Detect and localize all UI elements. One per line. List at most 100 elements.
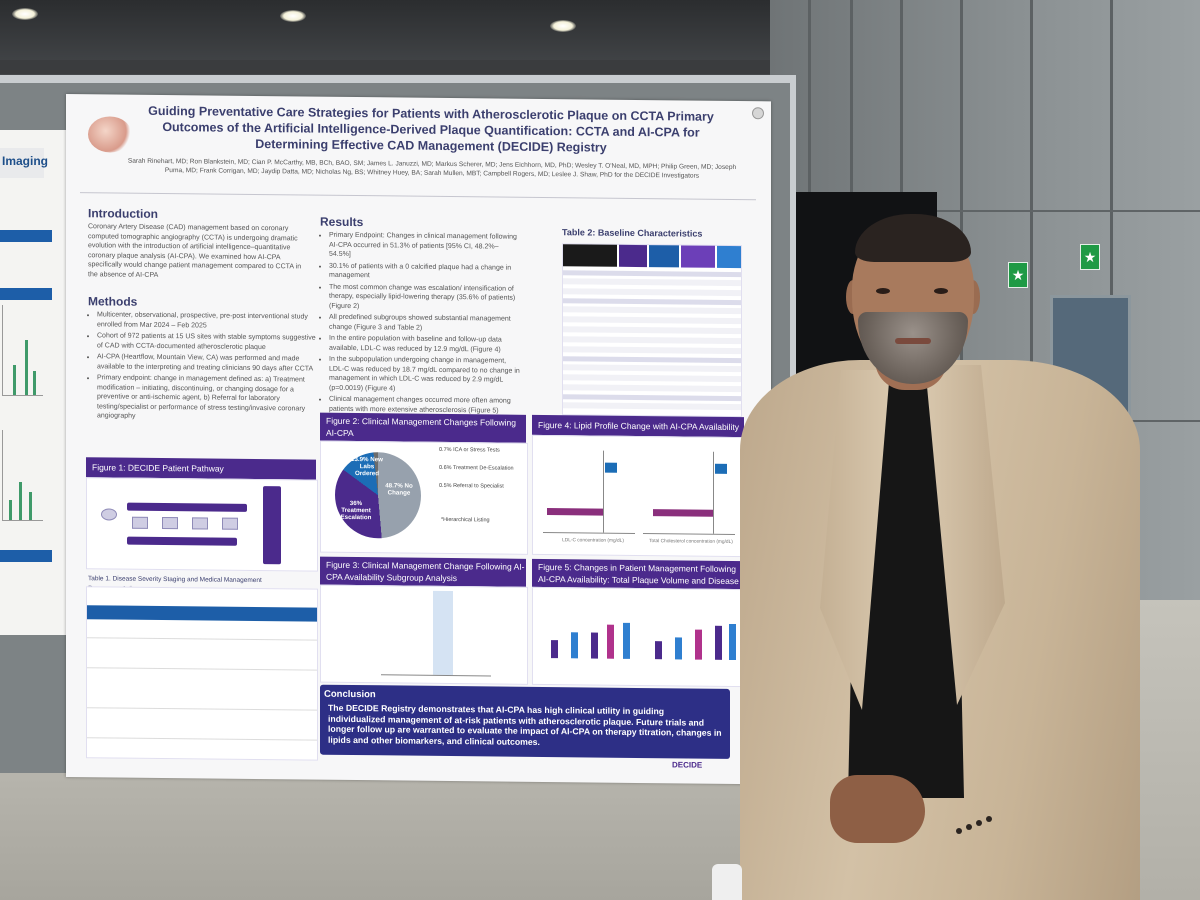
table2-row	[563, 346, 741, 355]
hair	[855, 214, 971, 262]
table2-subheader	[563, 298, 741, 306]
methods-item: Primary endpoint: change in management d…	[97, 373, 316, 423]
bar	[571, 632, 578, 659]
zero-line	[713, 451, 714, 534]
table2-row	[563, 288, 741, 297]
bar	[551, 640, 558, 659]
results-item: All predefined subgroups showed substant…	[329, 313, 520, 334]
figure2-chart: 48.7% No Change 36% Treatment Escalation…	[320, 440, 528, 555]
left-partial-poster: Imaging	[0, 130, 69, 635]
pathway-step	[132, 516, 148, 529]
figure2-heading: Figure 2: Clinical Management Changes Fo…	[320, 412, 526, 443]
bar	[675, 637, 682, 660]
results-list: Primary Endpoint: Changes in clinical ma…	[320, 231, 520, 418]
research-poster: Guiding Preventative Care Strategies for…	[66, 94, 771, 785]
sleeve-button	[976, 820, 982, 826]
bar	[607, 624, 614, 659]
eye	[934, 288, 948, 294]
introduction-text: Coronary Artery Disease (CAD) management…	[88, 223, 302, 279]
results-heading: Results	[320, 214, 364, 230]
pie-label-de-escalation: 0.6% Treatment De-Escalation	[439, 464, 514, 472]
cholesterol-change-bar	[653, 509, 713, 517]
ldl-small-bar	[605, 462, 617, 473]
introduction-heading: Introduction	[88, 206, 158, 221]
table2-row	[563, 402, 741, 411]
table2-row	[563, 316, 741, 325]
sleeve-button	[986, 816, 992, 822]
x-axis	[543, 531, 635, 534]
left-poster-chart	[2, 430, 43, 521]
table2-header-cell	[681, 245, 715, 268]
clasped-hands	[830, 775, 925, 843]
poster-title: Guiding Preventative Care Strategies for…	[148, 103, 714, 155]
ceiling-light	[12, 8, 38, 20]
water-bottle	[712, 864, 742, 900]
table2-row	[563, 374, 741, 383]
ldl-change-bar	[547, 508, 603, 516]
presenter-person	[720, 200, 1160, 900]
pie-label-no-change: 48.7% No Change	[385, 482, 413, 497]
methods-item: AI-CPA (Heartflow, Mountain View, CA) wa…	[97, 352, 316, 373]
chart-spike	[25, 340, 28, 395]
methods-heading: Methods	[88, 294, 138, 309]
tpv-bar-chart	[547, 608, 635, 659]
results-item: In the subpopulation undergoing change i…	[329, 355, 520, 395]
results-item: In the entire population with baseline a…	[329, 334, 520, 355]
left-poster-bar	[0, 288, 52, 300]
figure1-pathway	[86, 477, 318, 572]
table1-header-row	[87, 605, 317, 622]
figure4-left-axis-label: LDL-C concentration (mg/dL)	[562, 538, 624, 544]
bar	[655, 641, 662, 660]
chart-spike	[13, 365, 16, 395]
ceiling-beam	[0, 60, 780, 74]
pie-label-ica: 0.7% ICA or Stress Tests	[439, 446, 500, 454]
table2-title: Table 2: Baseline Characteristics	[562, 227, 703, 239]
pathway-arrow	[127, 502, 247, 512]
figure5-heading: Figure 5: Changes in Patient Management …	[532, 558, 744, 590]
pathway-outcome-block	[263, 486, 281, 565]
table2-row	[563, 384, 741, 393]
table2-subheader	[563, 270, 741, 278]
table1-row-divider	[87, 667, 317, 671]
pie-label-escalation: 36% Treatment Escalation	[340, 499, 372, 522]
ceiling-light	[280, 10, 306, 22]
x-axis	[381, 674, 491, 677]
table1	[86, 586, 318, 761]
pathway-arrow	[127, 536, 237, 546]
chart-spike	[33, 371, 36, 395]
figure1-heading: Figure 1: DECIDE Patient Pathway	[86, 457, 316, 480]
left-poster-chart	[2, 305, 43, 396]
title-divider	[80, 192, 756, 201]
conclusion-text: The DECIDE Registry demonstrates that AI…	[328, 702, 722, 747]
left-poster-title: Imaging	[0, 148, 48, 178]
results-item: The most common change was escalation/ i…	[329, 282, 520, 313]
figure3-forest-plot	[320, 584, 528, 685]
wall-panel-seam	[780, 210, 1200, 212]
pathway-step	[222, 517, 238, 530]
table2-subheader	[563, 356, 741, 364]
exit-sign-icon: ★	[1080, 244, 1100, 270]
table1-row-divider	[87, 637, 317, 641]
table2-row	[563, 278, 741, 287]
poster-authors: Sarah Rinehart, MD; Ron Blankstein, MD; …	[127, 157, 737, 180]
sleeve-button	[956, 828, 962, 834]
sleeve-button	[966, 824, 972, 830]
table2-subheader	[563, 394, 741, 402]
left-poster-bar	[0, 550, 52, 562]
pie-label-new-labs: 13.9% New Labs Ordered	[351, 455, 383, 478]
table2-header-cell	[619, 244, 647, 268]
pathway-step	[192, 517, 208, 530]
bar	[623, 622, 630, 659]
bar	[591, 632, 598, 659]
conclusion-heading: Conclusion	[324, 688, 376, 701]
wall-panel-seam	[1030, 0, 1033, 640]
table1-row-divider	[87, 707, 317, 711]
figure4-heading: Figure 4: Lipid Profile Change with AI-C…	[532, 414, 744, 438]
table2-row	[563, 306, 741, 315]
exit-sign-icon: ★	[1008, 262, 1028, 288]
patient-icon	[101, 508, 117, 521]
results-item: 30.1% of patients with a 0 calcified pla…	[329, 261, 520, 282]
table2-row	[563, 364, 741, 373]
figure5-bar-charts	[532, 586, 746, 688]
